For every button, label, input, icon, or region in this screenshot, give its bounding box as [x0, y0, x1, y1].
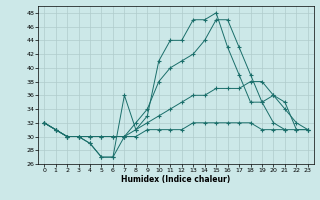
X-axis label: Humidex (Indice chaleur): Humidex (Indice chaleur)	[121, 175, 231, 184]
